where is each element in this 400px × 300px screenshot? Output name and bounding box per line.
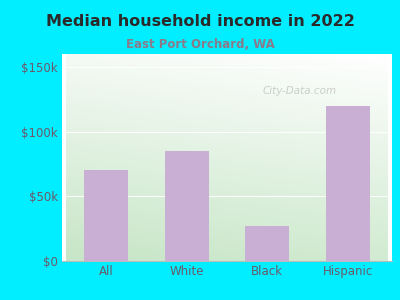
Text: Median household income in 2022: Median household income in 2022 — [46, 14, 354, 28]
Text: East Port Orchard, WA: East Port Orchard, WA — [126, 38, 274, 50]
Bar — [245, 226, 289, 261]
Bar — [326, 106, 370, 261]
Bar — [165, 151, 209, 261]
Bar — [84, 170, 128, 261]
Text: City-Data.com: City-Data.com — [262, 86, 337, 96]
